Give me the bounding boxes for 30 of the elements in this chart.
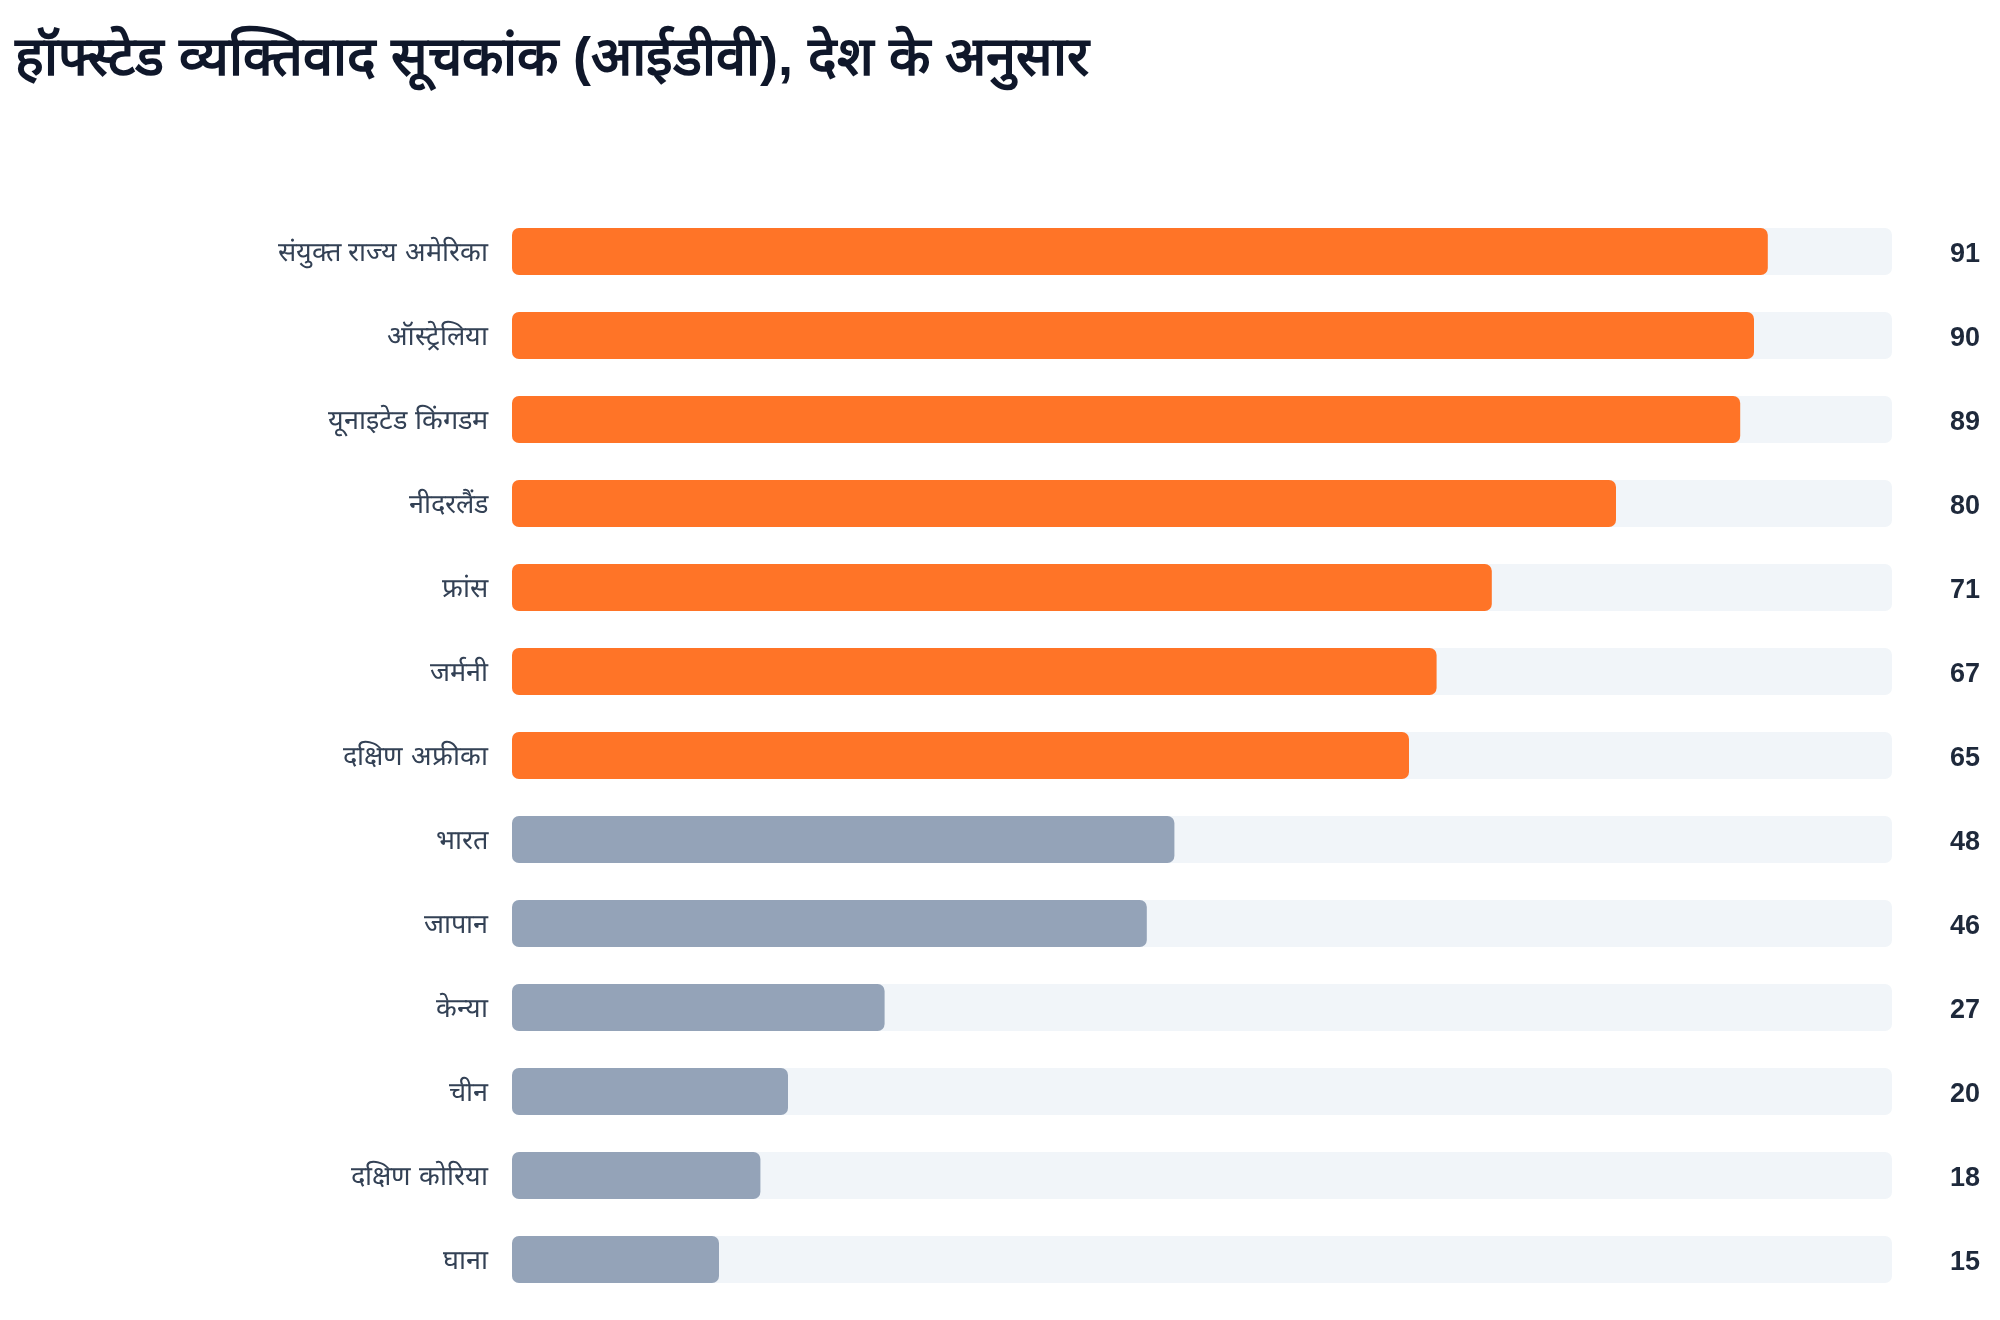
data-label: 67: [1949, 657, 1980, 688]
y-tick-label: यूनाइटेड किंगडम: [328, 403, 489, 437]
y-tick-label: चीन: [449, 1075, 489, 1107]
y-tick-label: दक्षिण कोरिया: [351, 1159, 489, 1191]
y-tick-label: जापान: [424, 908, 489, 939]
data-label: 27: [1949, 993, 1980, 1024]
bar: [512, 1152, 761, 1199]
y-tick-label: दक्षिण अफ्रीका: [343, 739, 489, 771]
chart-title: हॉफ्स्टेड व्यक्तिवाद सूचकांक (आईडीवी), देश के अनुसार: [14, 25, 1091, 91]
y-tick-label: केन्या: [436, 991, 489, 1023]
y-tick-label: घाना: [443, 1244, 489, 1275]
data-label: 90: [1949, 321, 1980, 352]
data-label: 48: [1949, 825, 1980, 856]
y-tick-label: ऑस्ट्रेलिया: [387, 319, 489, 351]
y-tick-label: भारत: [436, 824, 489, 855]
data-label: 20: [1949, 1077, 1980, 1108]
data-label: 18: [1949, 1161, 1980, 1192]
y-tick-label: फ्रांस: [442, 572, 489, 603]
data-label: 71: [1949, 573, 1980, 604]
data-label: 89: [1949, 405, 1980, 436]
data-label: 65: [1949, 741, 1980, 772]
bar: [512, 1068, 788, 1115]
y-tick-label: संयुक्त राज्य अमेरिका: [277, 235, 489, 269]
data-label: 46: [1949, 909, 1980, 940]
data-label: 15: [1949, 1245, 1980, 1276]
y-tick-label: जर्मनी: [430, 655, 489, 687]
bar: [512, 1236, 719, 1283]
data-label: 91: [1949, 237, 1980, 268]
data-label: 80: [1949, 489, 1980, 520]
y-tick-label: नीदरलैंड: [409, 487, 489, 519]
